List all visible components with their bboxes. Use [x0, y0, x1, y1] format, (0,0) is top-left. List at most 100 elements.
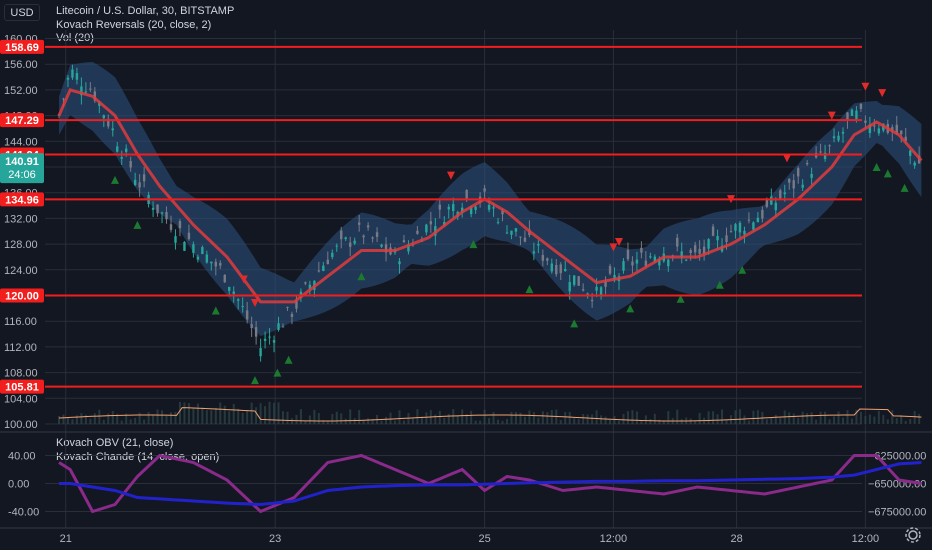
- candle-body: [761, 209, 764, 219]
- volume-bar: [801, 411, 804, 424]
- candle-body: [622, 261, 625, 271]
- volume-bar: [837, 411, 840, 424]
- volume-bar: [290, 418, 293, 424]
- volume-bar: [613, 415, 616, 424]
- candle-body: [375, 232, 379, 237]
- candle-body: [196, 256, 200, 260]
- candle-body: [573, 275, 576, 285]
- candle-body: [586, 293, 589, 295]
- volume-bar: [631, 410, 634, 424]
- volume-bar: [353, 418, 356, 424]
- volume-bar: [380, 420, 383, 424]
- volume-bar: [573, 418, 576, 424]
- candle-body: [447, 206, 450, 210]
- time-tick-label: 25: [478, 533, 490, 545]
- volume-bar: [694, 420, 697, 424]
- volume-bar: [532, 412, 535, 424]
- volume-bar: [537, 417, 540, 424]
- volume-bar: [66, 418, 69, 424]
- sell-signal-icon: [615, 237, 623, 246]
- candle-body: [187, 232, 191, 240]
- volume-bar: [483, 409, 486, 424]
- candle-body: [210, 261, 213, 264]
- volume-bar: [461, 409, 464, 424]
- candle-body: [765, 199, 769, 207]
- candle-body: [487, 204, 491, 210]
- volume-bar: [824, 411, 827, 424]
- buy-signal-icon: [133, 220, 142, 229]
- volume-bar: [470, 410, 473, 424]
- symbol-title[interactable]: Litecoin / U.S. Dollar, 30, BITSTAMP: [56, 5, 235, 17]
- candle-body: [452, 204, 455, 212]
- volume-bar: [295, 414, 298, 424]
- candle-body: [550, 263, 553, 272]
- time-tick-label: 12:00: [600, 533, 628, 545]
- candle-body: [734, 224, 737, 231]
- currency-button[interactable]: USD: [4, 4, 40, 21]
- candle-body: [263, 338, 267, 341]
- volume-bar: [582, 414, 585, 424]
- candle-body: [599, 287, 603, 297]
- candle-body: [349, 242, 352, 247]
- volume-bar: [125, 413, 128, 424]
- candle-body: [174, 236, 177, 243]
- candle-body: [685, 259, 688, 261]
- candle-body: [532, 251, 536, 254]
- candle-body: [344, 237, 347, 240]
- candle-body: [335, 245, 338, 247]
- candle-body: [783, 192, 786, 195]
- candle-body: [913, 162, 916, 166]
- volume-bar: [765, 419, 768, 424]
- candle-body: [895, 124, 898, 135]
- candle-body: [62, 98, 65, 100]
- candle-body: [102, 115, 105, 119]
- candle-body: [326, 259, 329, 265]
- sell-signal-icon: [783, 154, 791, 163]
- volume-bar: [810, 412, 813, 424]
- candle-body: [555, 265, 558, 275]
- volume-bar: [120, 420, 123, 424]
- volume-bar: [528, 410, 531, 424]
- candle-body: [510, 230, 513, 235]
- volume-bar: [774, 414, 777, 424]
- volume-bar: [855, 409, 858, 424]
- volume-bar: [595, 410, 598, 424]
- candle-body: [832, 136, 836, 139]
- candle-body: [66, 77, 70, 80]
- volume-bar: [367, 418, 370, 424]
- indicator-kovach-reversals[interactable]: Kovach Reversals (20, close, 2): [56, 18, 212, 31]
- buy-signal-icon: [872, 163, 881, 171]
- candle-body: [523, 237, 527, 242]
- sell-signal-icon: [861, 82, 870, 91]
- candle-body: [357, 222, 361, 225]
- volume-bar: [828, 419, 831, 424]
- volume-bar: [900, 415, 903, 424]
- candle-body: [581, 289, 585, 291]
- candle-body: [133, 179, 137, 185]
- volume-bar: [308, 415, 311, 424]
- volume-bar: [868, 414, 871, 424]
- buy-signal-icon: [111, 175, 119, 184]
- buy-signal-icon: [273, 368, 282, 377]
- candle-body: [788, 179, 791, 183]
- candle-body: [680, 251, 683, 259]
- volume-bar: [264, 406, 267, 424]
- gear-icon[interactable]: [902, 524, 924, 546]
- candle-body: [425, 224, 428, 233]
- buy-signal-icon: [525, 285, 534, 294]
- buy-signal-icon: [715, 280, 724, 289]
- volume-bar: [877, 411, 880, 424]
- price-level-badge: [0, 288, 44, 303]
- candle-body: [371, 237, 374, 239]
- candle-body: [877, 128, 881, 134]
- price-level-label: 158.69: [5, 42, 39, 54]
- candle-body: [237, 299, 240, 301]
- price-level-badge: [0, 379, 44, 394]
- candle-body: [819, 151, 822, 153]
- indicator-kovach-obv[interactable]: Kovach OBV (21, close): [56, 437, 174, 449]
- volume-bar: [743, 415, 746, 424]
- candle-body: [469, 207, 473, 215]
- volume-bar: [394, 420, 396, 424]
- volume-bar: [371, 419, 374, 424]
